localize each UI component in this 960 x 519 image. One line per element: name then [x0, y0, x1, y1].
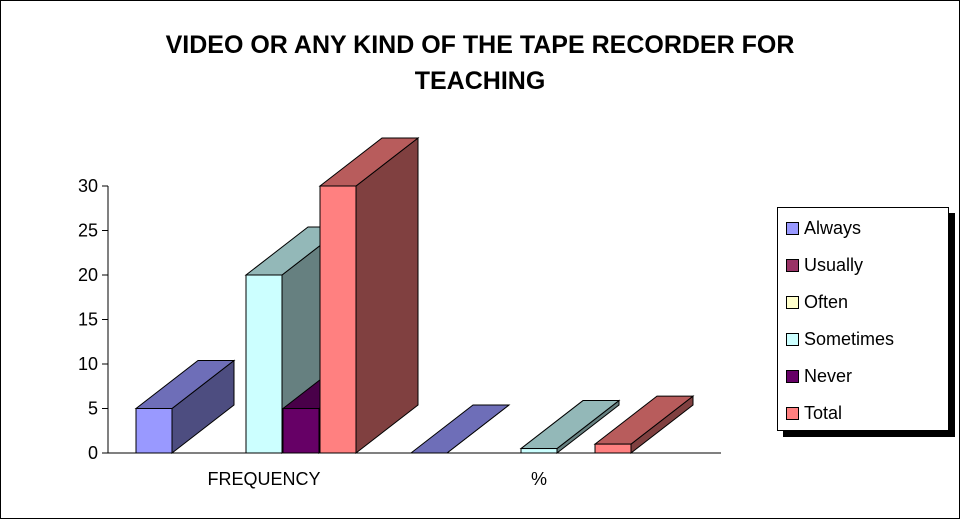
legend-swatch — [786, 406, 799, 420]
y-tick-label-0: 0 — [88, 443, 98, 463]
bar-always-0 — [134, 359, 236, 455]
bar-front — [594, 443, 632, 454]
bar-front — [245, 274, 283, 454]
legend-swatch — [786, 258, 799, 272]
legend-label: Never — [804, 365, 853, 386]
x-category-label-1: % — [531, 469, 547, 489]
legend-item-total: Total — [786, 401, 842, 425]
x-category-label-0: FREQUENCY — [207, 469, 320, 489]
bar-top — [409, 404, 511, 454]
legend-item-sometimes: Sometimes — [786, 327, 894, 351]
bar-always-1 — [409, 404, 511, 454]
legend-item-always: Always — [786, 216, 861, 240]
legend-label: Total — [804, 402, 843, 423]
y-tick-label-5: 25 — [78, 221, 98, 241]
chart-title: VIDEO OR ANY KIND OF THE TAPE RECORDER F… — [165, 31, 795, 95]
legend-label: Sometimes — [804, 328, 895, 349]
bar-sometimes-1 — [519, 399, 621, 455]
legend-swatch — [786, 332, 799, 346]
bar-total-0 — [318, 136, 420, 455]
legend: Always Usually Often Sometimes Never Total — [777, 207, 949, 431]
legend-label: Usually — [804, 254, 864, 275]
legend-swatch — [786, 221, 799, 235]
legend-item-never: Never — [786, 364, 852, 388]
bar-front — [282, 408, 320, 454]
legend-label: Often — [804, 291, 849, 312]
bar-total-1 — [593, 395, 695, 455]
y-tick-label-6: 30 — [78, 176, 98, 196]
y-tick-label-4: 20 — [78, 265, 98, 285]
y-tick-label-3: 15 — [78, 310, 98, 330]
bar-front — [520, 448, 558, 454]
bar-front — [319, 185, 357, 454]
legend-swatch — [786, 369, 799, 383]
y-tick-label-2: 10 — [78, 354, 98, 374]
y-tick-label-1: 5 — [88, 399, 98, 419]
legend-item-usually: Usually — [786, 253, 863, 277]
bar-side — [355, 136, 419, 455]
legend-swatch — [786, 295, 799, 309]
legend-label: Always — [804, 217, 862, 238]
bar-front — [135, 408, 173, 454]
legend-item-often: Often — [786, 290, 848, 314]
